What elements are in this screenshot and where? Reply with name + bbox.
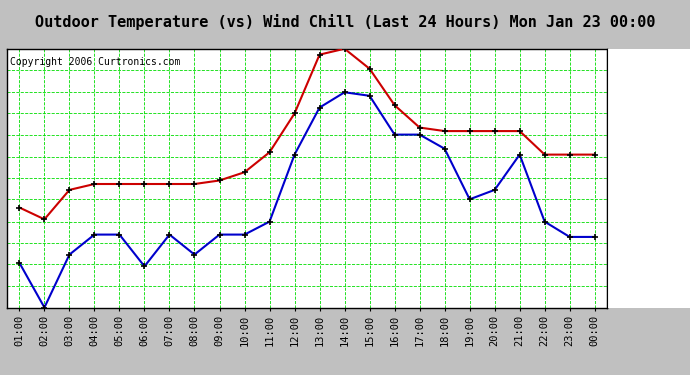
- Text: Copyright 2006 Curtronics.com: Copyright 2006 Curtronics.com: [10, 57, 180, 66]
- Text: Outdoor Temperature (vs) Wind Chill (Last 24 Hours) Mon Jan 23 00:00: Outdoor Temperature (vs) Wind Chill (Las…: [34, 15, 655, 30]
